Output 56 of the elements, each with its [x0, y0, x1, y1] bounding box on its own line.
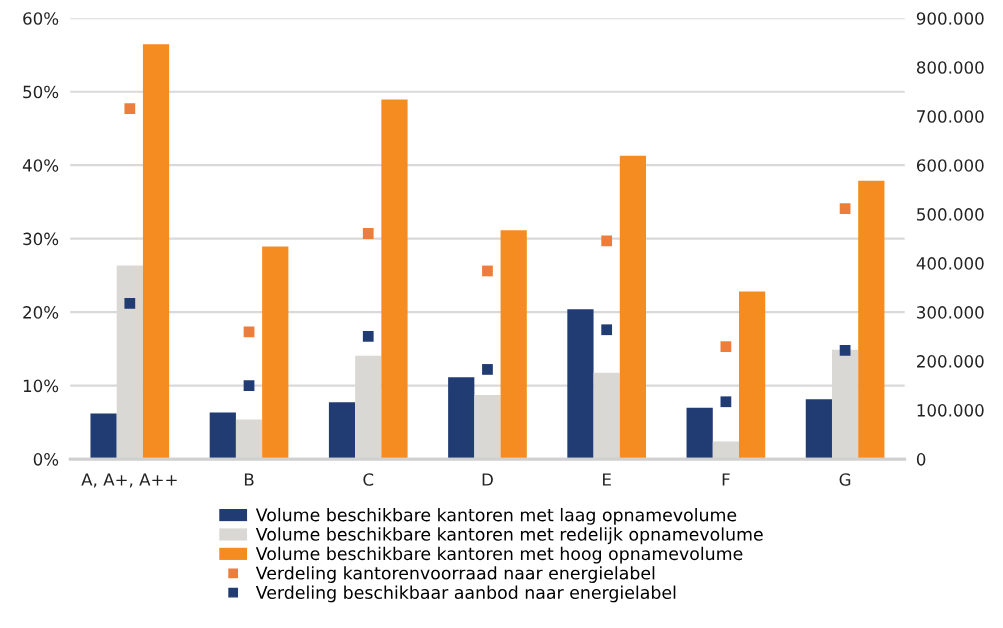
point: [839, 203, 851, 214]
point: [362, 228, 374, 239]
y-tick-label: 60%: [23, 12, 59, 25]
bar: [209, 412, 236, 460]
point: [601, 324, 613, 336]
bar: [619, 155, 647, 460]
bar: [805, 399, 832, 460]
bar: [500, 230, 527, 460]
point: [839, 344, 851, 356]
bar: [448, 377, 475, 460]
y2-tick-label: 800.000: [916, 61, 984, 74]
y2-tick-label: 0: [916, 453, 926, 466]
legend-label: Verdeling beschikbaar aanbod naar energielabel: [255, 585, 676, 603]
y-tick-label: 0%: [33, 453, 59, 466]
point: [720, 396, 732, 408]
bar: [567, 309, 594, 460]
legend-label: Volume beschikbare kantoren met hoog opnamevolume: [255, 546, 743, 564]
y-tick-label: 50%: [23, 85, 59, 99]
y2-tick-label: 300.000: [917, 306, 984, 319]
point: [243, 380, 255, 391]
bar: [686, 407, 713, 460]
y2-tick-label: 600.000: [916, 159, 984, 172]
y2-tick-label: 100.000: [917, 404, 984, 417]
y-tick-label: 40%: [22, 159, 59, 172]
y-tick-label: 30%: [23, 232, 59, 246]
bar: [142, 44, 170, 460]
y2-tick-label: 400.000: [916, 257, 984, 270]
x-tick-label: D: [482, 473, 493, 486]
y2-tick-label: 700.000: [917, 110, 984, 123]
y2-tick-label: 500.000: [917, 208, 984, 221]
y2-tick-label: 900.000: [916, 12, 984, 25]
y-tick-label: 10%: [23, 379, 59, 393]
bar: [739, 291, 766, 460]
x-tick-label: A, A+, A++: [81, 473, 177, 488]
point: [124, 103, 136, 114]
point: [482, 364, 493, 375]
bar: [858, 180, 885, 460]
point: [124, 297, 136, 309]
bar: [90, 413, 117, 460]
y2-tick-label: 200.000: [917, 355, 984, 368]
legend-label: Verdeling kantorenvoorraad naar energielabel: [255, 566, 655, 583]
x-tick-label: C: [363, 473, 374, 486]
x-tick-label: F: [722, 473, 730, 486]
point: [720, 341, 732, 353]
bar: [262, 246, 289, 460]
bar: [381, 99, 408, 460]
bar: [328, 402, 356, 460]
x-tick-label: E: [603, 473, 611, 486]
point: [362, 330, 374, 342]
point: [601, 235, 613, 247]
point: [482, 265, 493, 277]
y-tick-label: 20%: [23, 306, 59, 319]
x-tick-label: G: [839, 473, 851, 486]
legend-label: Volume beschikbare kantoren met laag opnamevolume: [255, 507, 737, 525]
x-tick-label: B: [244, 473, 254, 486]
legend-label: Volume beschikbare kantoren met redelijk opnamevolume: [255, 527, 763, 545]
